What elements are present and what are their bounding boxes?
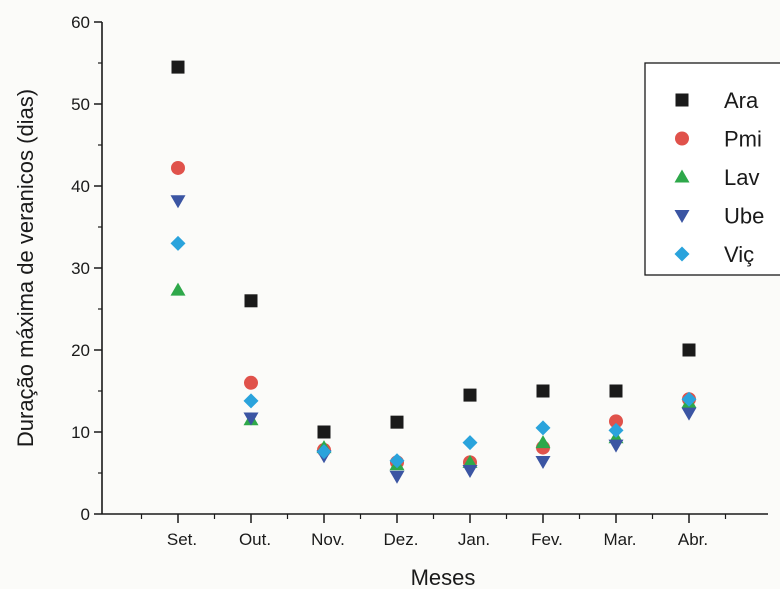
data-point: [316, 444, 332, 460]
data-point: [609, 384, 623, 398]
series-vi: [170, 235, 697, 469]
legend-box: [644, 62, 780, 276]
legend: Ara Pmi Lav Ube Viç: [644, 62, 780, 276]
legend-marker: [675, 93, 689, 107]
x-tick-label: Dez.: [384, 530, 419, 549]
legend-label: Pmi: [724, 127, 762, 152]
legend-label: Viç: [724, 242, 754, 267]
data-point: [244, 375, 258, 390]
data-point: [681, 407, 697, 421]
x-tick-label: Jan.: [458, 530, 490, 549]
y-tick-label: 50: [71, 95, 90, 114]
data-marks: [170, 60, 697, 484]
data-point: [462, 435, 478, 451]
data-point: [462, 465, 478, 479]
legend-marker: [674, 246, 690, 262]
y-tick-label: 0: [81, 505, 90, 524]
data-point: [682, 343, 696, 357]
legend-item: Ara: [675, 88, 759, 113]
data-point: [535, 456, 551, 470]
data-point: [535, 435, 551, 449]
legend-item: Pmi: [675, 127, 762, 152]
data-point: [463, 388, 477, 402]
x-tick-label: Out.: [239, 530, 271, 549]
x-tick-label: Nov.: [311, 530, 345, 549]
legend-label: Ara: [724, 88, 759, 113]
data-point: [390, 415, 404, 429]
series-ara: [171, 60, 696, 439]
y-tick-label: 30: [71, 259, 90, 278]
x-tick-label: Abr.: [678, 530, 708, 549]
data-point: [170, 235, 186, 251]
legend-marker: [675, 131, 689, 146]
y-axis-title: Duração máxima de veranicos (dias): [13, 89, 38, 447]
x-axis-title: Meses: [411, 565, 476, 589]
data-point: [170, 195, 186, 209]
legend-label: Ube: [724, 204, 764, 229]
y-tick-label: 20: [71, 341, 90, 360]
data-point: [535, 420, 551, 436]
x-tick-label: Mar.: [603, 530, 636, 549]
data-point: [170, 282, 186, 296]
data-point: [243, 412, 259, 426]
data-point: [243, 393, 259, 409]
axes: 0 10 20 30 40 50 60 Set. Out. Nov. Dez. Jan. Fev. Mar…: [71, 13, 768, 549]
legend-marker: [674, 210, 690, 223]
data-point: [681, 391, 697, 407]
x-tick-label: Set.: [167, 530, 197, 549]
legend-item: Lav: [674, 165, 759, 190]
legend-marker: [674, 169, 690, 183]
series-ube: [170, 195, 697, 484]
data-point: [462, 454, 478, 468]
data-point: [317, 425, 331, 439]
data-point: [609, 414, 623, 429]
data-point: [171, 160, 185, 175]
legend-label: Lav: [724, 165, 759, 190]
data-point: [389, 470, 405, 484]
y-tick-label: 60: [71, 13, 90, 32]
x-tick-label: Fev.: [531, 530, 563, 549]
data-point: [171, 60, 185, 74]
legend-item: Ube: [674, 204, 764, 229]
data-point: [244, 294, 258, 308]
data-point: [608, 439, 624, 453]
y-tick-label: 10: [71, 423, 90, 442]
data-point: [608, 422, 624, 438]
data-point: [389, 453, 405, 469]
data-point: [536, 384, 550, 398]
legend-item: Viç: [674, 242, 754, 267]
y-tick-label: 40: [71, 177, 90, 196]
